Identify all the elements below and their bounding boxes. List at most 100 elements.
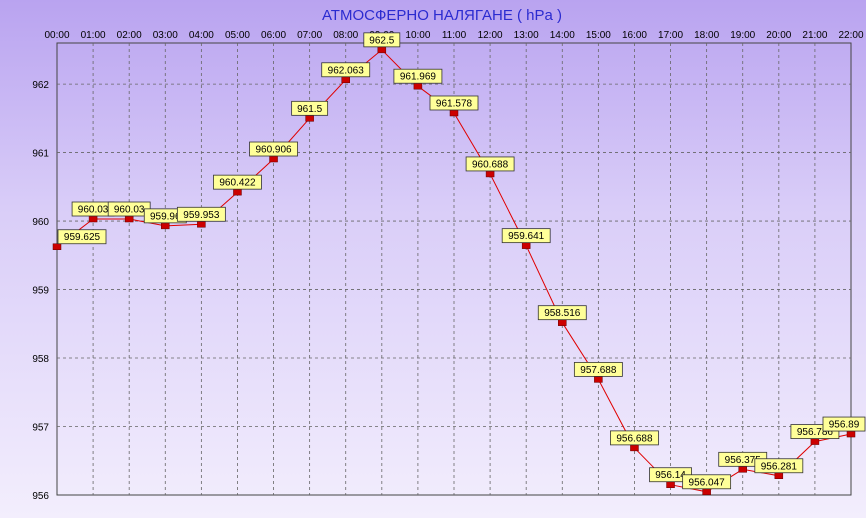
x-tick-label: 06:00 (261, 30, 286, 41)
data-label-text: 957.688 (580, 365, 617, 376)
x-tick-label: 20:00 (766, 30, 791, 41)
data-label-box (393, 68, 443, 84)
x-tick-label: 18:00 (694, 30, 719, 41)
y-tick-label: 956 (32, 491, 49, 502)
data-label: 956.688 (610, 430, 659, 446)
data-label-text: 956.14 (655, 470, 686, 481)
x-tick-label: 22:00 (838, 30, 863, 41)
data-label: 960.906 (249, 141, 298, 157)
data-label: 960.422 (213, 174, 262, 190)
data-label-text: 961.578 (436, 98, 473, 109)
data-label-text: 956.89 (829, 420, 860, 431)
data-point (305, 115, 314, 122)
data-label: 961.5 (291, 100, 329, 116)
data-label: 959.641 (501, 228, 551, 244)
y-tick-label: 961 (32, 149, 49, 160)
data-label: 959.953 (176, 206, 226, 222)
y-tick-label: 960 (32, 217, 49, 228)
data-point (846, 430, 856, 438)
data-point (377, 46, 387, 54)
x-tick-label: 02:00 (117, 30, 142, 41)
data-point (630, 444, 639, 452)
data-label-box (249, 141, 298, 157)
data-point (558, 319, 567, 326)
x-tick-label: 03:00 (153, 30, 178, 41)
data-label: 956.89 (822, 416, 866, 432)
data-label-text: 959.96 (150, 211, 181, 222)
data-label: 962.063 (321, 62, 371, 78)
data-point (161, 222, 170, 230)
data-label-text: 956.375 (725, 455, 762, 466)
x-tick-label: 16:00 (622, 30, 647, 41)
data-label: 956.047 (682, 474, 732, 490)
data-point (521, 242, 531, 249)
x-tick-label: 15:00 (586, 30, 611, 41)
data-label-text: 959.641 (508, 231, 545, 242)
data-label-box (537, 305, 587, 321)
data-label-text: 960.906 (255, 145, 292, 156)
data-label-text: 956.281 (761, 461, 798, 472)
x-tick-label: 13:00 (514, 30, 539, 41)
y-tick-label: 957 (32, 423, 49, 434)
data-label: 956.281 (754, 458, 804, 474)
data-point (449, 109, 459, 117)
x-tick-label: 04:00 (189, 30, 214, 41)
data-label-text: 962.5 (369, 35, 394, 46)
data-label-text: 956.047 (689, 477, 726, 488)
x-tick-label: 10:00 (405, 30, 430, 41)
y-tick-label: 958 (32, 354, 49, 365)
x-tick-label: 12:00 (478, 30, 503, 41)
data-point (269, 155, 278, 163)
data-point (810, 438, 820, 445)
data-label-text: 961.969 (400, 72, 437, 83)
x-tick-label: 07:00 (297, 30, 322, 41)
data-label-box (176, 206, 226, 222)
data-label: 962.5 (363, 32, 401, 48)
data-label-box (682, 474, 732, 490)
data-label-box (429, 95, 479, 111)
data-label-text: 960.03 (114, 205, 145, 216)
x-tick-label: 11:00 (442, 30, 467, 41)
data-label: 957.688 (573, 361, 623, 377)
data-point (341, 76, 350, 84)
data-label-box (754, 458, 804, 474)
data-label-text: 956.786 (797, 427, 834, 438)
data-label-text: 956.688 (616, 433, 653, 444)
data-label-box (501, 228, 551, 244)
data-label-text: 960.03 (78, 205, 109, 216)
data-label-text: 960.688 (472, 159, 509, 170)
data-point (485, 170, 495, 178)
data-label-text: 958.516 (544, 308, 581, 319)
data-label: 960.03 (107, 201, 151, 217)
data-label-box (213, 174, 262, 190)
data-label: 960.688 (465, 156, 515, 172)
x-tick-label: 01:00 (81, 30, 106, 41)
data-point (413, 82, 423, 90)
x-tick-label: 14:00 (550, 30, 575, 41)
data-point (666, 481, 675, 488)
x-tick-label: 21:00 (802, 30, 827, 41)
data-point (594, 376, 603, 383)
y-tick-label: 962 (32, 80, 49, 91)
data-label: 958.516 (537, 305, 587, 321)
data-label-box (610, 430, 659, 446)
data-label-text: 959.625 (64, 232, 101, 243)
data-label-box (57, 229, 107, 245)
data-label: 961.969 (393, 68, 443, 84)
x-tick-label: 08:00 (333, 30, 358, 41)
data-label-box (321, 62, 371, 78)
data-label-text: 959.953 (183, 210, 220, 221)
data-point (738, 466, 747, 473)
data-label-box (573, 361, 623, 377)
data-point (52, 243, 62, 250)
data-point (233, 188, 242, 196)
data-label: 961.578 (429, 95, 479, 111)
chart-title: АТМОСФЕРНО НАЛЯГАНЕ ( hPa ) (322, 7, 562, 24)
x-tick-label: 19:00 (730, 30, 755, 41)
data-label-text: 961.5 (297, 104, 322, 115)
data-label-box (363, 32, 401, 48)
data-point (774, 472, 784, 480)
data-point (702, 488, 711, 496)
